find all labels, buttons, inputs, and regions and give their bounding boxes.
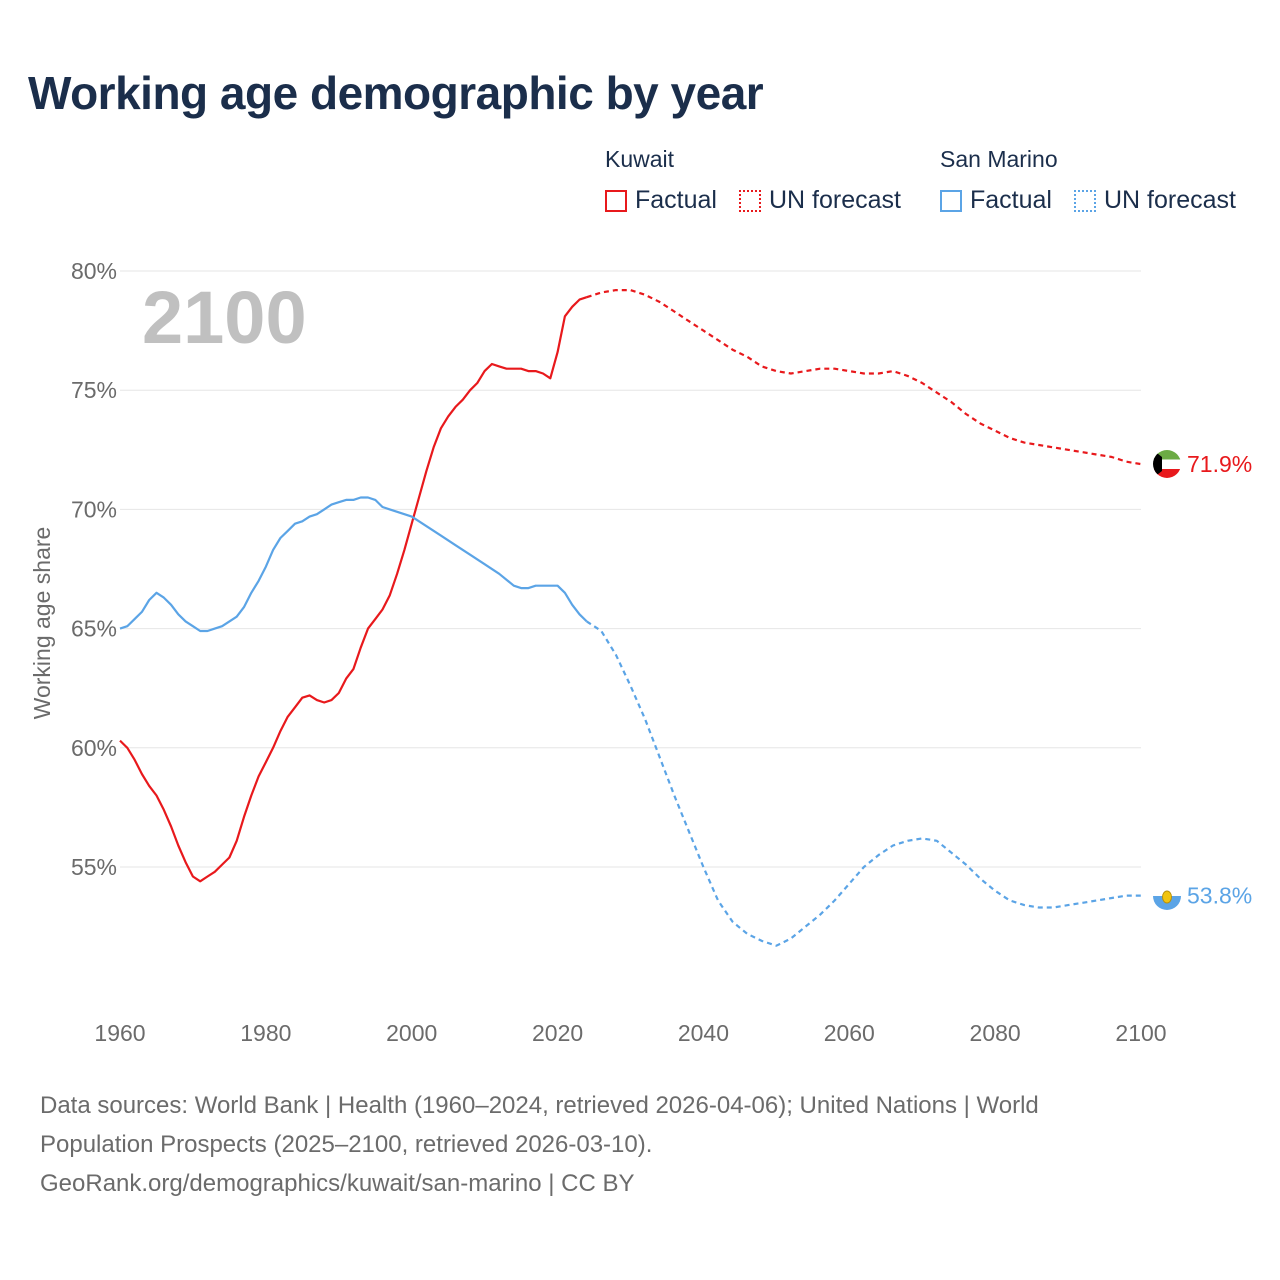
data-sources-footer: Data sources: World Bank | Health (1960–… (40, 1086, 1240, 1203)
y-tick-label: 75% (71, 377, 117, 403)
x-tick-label: 2060 (824, 1020, 875, 1046)
legend-sanmarino-factual[interactable]: Factual (940, 186, 1052, 215)
legend-sanmarino-title: San Marino (940, 146, 1058, 172)
kuwait-forecast-line[interactable] (586, 289, 1142, 466)
legend-sanmarino-factual-swatch (940, 189, 962, 212)
san-marino-forecast-line[interactable] (586, 620, 1141, 947)
x-tick-label: 2080 (970, 1020, 1021, 1046)
legend-kuwait-forecast-swatch (739, 189, 761, 212)
y-tick-label: 65% (71, 616, 117, 642)
y-tick-label: 70% (71, 496, 117, 522)
x-tick-label: 2000 (386, 1020, 437, 1046)
legend-sanmarino-forecast[interactable]: UN forecast (1074, 186, 1236, 215)
x-tick-label: 2020 (532, 1020, 583, 1046)
legend-kuwait-forecast-label: UN forecast (769, 186, 901, 214)
y-axis: 55% 60% 65% 70% 75% 80% (71, 258, 117, 880)
legend-kuwait-factual[interactable]: Factual (605, 186, 717, 215)
san-marino-flag-icon (1153, 882, 1181, 910)
y-tick-label: 80% (71, 258, 117, 284)
line-chart: 55% 60% 65% 70% 75% 80% 1960 1980 2000 2020 2040 2… (29, 258, 1252, 1046)
footer-line-1: Data sources: World Bank | Health (1960–… (40, 1092, 1039, 1119)
x-tick-label: 2100 (1115, 1020, 1166, 1046)
grid-lines (120, 270, 1141, 868)
x-axis: 1960 1980 2000 2020 2040 2060 2080 2100 (94, 1020, 1166, 1046)
x-tick-label: 1960 (94, 1020, 145, 1046)
y-tick-label: 55% (71, 854, 117, 880)
y-axis-title: Working age share (29, 527, 55, 720)
x-tick-label: 1980 (240, 1020, 291, 1046)
legend-sanmarino-factual-label: Factual (970, 186, 1052, 214)
y-tick-label: 60% (71, 735, 117, 761)
legend-kuwait-factual-label: Factual (635, 186, 717, 214)
legend-sanmarino-forecast-label: UN forecast (1104, 186, 1236, 214)
kuwait-factual-line[interactable] (119, 296, 588, 883)
footer-line-3[interactable]: GeoRank.org/demographics/kuwait/san-mari… (40, 1170, 635, 1197)
series-lines: 71.9% 53.8% (119, 289, 1252, 947)
year-badge: 2100 (142, 276, 307, 359)
legend-kuwait-title: Kuwait (605, 146, 675, 172)
x-tick-label: 2040 (678, 1020, 729, 1046)
footer-line-2: Population Prospects (2025–2100, retriev… (40, 1131, 653, 1158)
kuwait-end-value-label: 71.9% (1187, 451, 1252, 477)
san-marino-end-value-label: 53.8% (1187, 883, 1252, 909)
legend-kuwait-factual-swatch (605, 189, 627, 212)
chart-title: Working age demographic by year (28, 67, 764, 119)
legend-sanmarino-forecast-swatch (1074, 189, 1096, 212)
kuwait-flag-icon (1153, 450, 1181, 478)
san-marino-factual-line[interactable] (119, 496, 588, 633)
legend-kuwait-forecast[interactable]: UN forecast (739, 186, 901, 215)
